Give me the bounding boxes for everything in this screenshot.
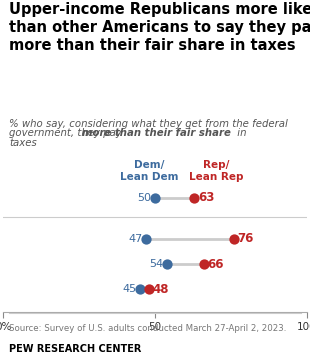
Point [146,286,151,292]
Point [201,261,206,267]
Text: 50: 50 [137,193,151,202]
Text: Upper-income Republicans more likely
than other Americans to say they pay
more t: Upper-income Republicans more likely tha… [9,2,310,53]
Text: 47: 47 [128,234,142,244]
Text: 66: 66 [207,258,224,270]
Text: in: in [234,128,246,138]
Text: more than their fair share: more than their fair share [82,128,231,138]
Text: government, they pay: government, they pay [9,128,126,138]
Text: PEW RESEARCH CENTER: PEW RESEARCH CENTER [9,344,142,354]
Text: % who say, considering what they get from the federal: % who say, considering what they get fro… [9,119,288,129]
Point [192,195,197,200]
Text: 48: 48 [153,283,169,296]
Text: 76: 76 [238,232,254,245]
Point [144,236,148,241]
Text: 45: 45 [122,284,136,295]
Text: Source: Survey of U.S. adults conducted March 27-April 2, 2023.: Source: Survey of U.S. adults conducted … [9,324,287,333]
Point [153,195,157,200]
Point [232,236,237,241]
Point [165,261,170,267]
Text: taxes: taxes [9,138,37,148]
Point [137,286,142,292]
Text: 54: 54 [149,259,163,269]
Text: Rep/
Lean Rep: Rep/ Lean Rep [188,160,243,182]
Text: Dem/
Lean Dem: Dem/ Lean Dem [120,160,178,182]
Text: 63: 63 [198,191,215,204]
